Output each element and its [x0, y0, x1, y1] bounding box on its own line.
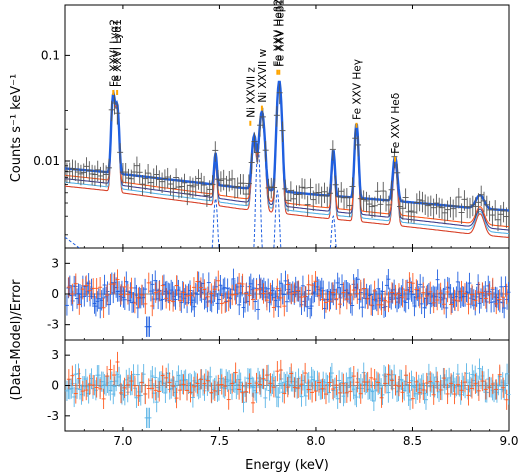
- model-curve-model: [65, 84, 509, 235]
- line-label: Fe XXV Heγ: [351, 59, 363, 120]
- y-tick-label: 3: [51, 348, 59, 362]
- residual-points: [64, 268, 511, 428]
- x-tick-label: 7.5: [210, 434, 229, 448]
- line-label: Fe XXVI Lyα1: [112, 19, 124, 87]
- model-curve-model: [65, 83, 509, 228]
- model-curve-model: [65, 83, 509, 231]
- line-label: Fe XXVI Lyα2: [108, 19, 120, 87]
- line-label: Fe XXV Heδ: [390, 93, 402, 154]
- line-label: Ni XXVII w: [257, 48, 269, 102]
- line-label: Fe XXV Heβ2: [272, 0, 284, 67]
- axis-ticks: 7.0 7.5 8.0 8.5 9.0 0.01 0.1 3 0 -3 3 0 -3: [33, 5, 519, 448]
- y-tick-label: 0: [51, 379, 59, 393]
- spectrum-y-axis-title: Counts s⁻¹ keV⁻¹: [9, 74, 24, 183]
- x-tick-label: 8.0: [306, 434, 325, 448]
- y-tick-label: -3: [47, 318, 59, 332]
- x-tick-label: 9.0: [499, 434, 518, 448]
- model-curve-total: [65, 80, 509, 212]
- x-tick-label: 8.5: [403, 434, 422, 448]
- line-label: Ni XXVII z: [245, 67, 257, 118]
- residual-y-axis-title: (Data-Model)/Error: [9, 279, 24, 401]
- y-tick-label: 0.01: [33, 154, 60, 168]
- model-curve-model: [65, 84, 509, 239]
- y-tick-label: 3: [51, 256, 59, 270]
- y-tick-label: 0.1: [41, 48, 60, 62]
- dashed-component-line-0: [211, 197, 220, 248]
- y-tick-label: -3: [47, 409, 59, 423]
- dashed-component-line-3: [329, 214, 337, 248]
- model-curves: [65, 80, 509, 248]
- y-tick-label: 0: [51, 287, 59, 301]
- x-tick-label: 7.0: [113, 434, 132, 448]
- dashed-component-line-2: [273, 189, 282, 248]
- data-points: [65, 83, 509, 232]
- line-label: Fe XXV Heβ1: [274, 0, 286, 67]
- x-axis-title: Energy (keV): [245, 458, 329, 473]
